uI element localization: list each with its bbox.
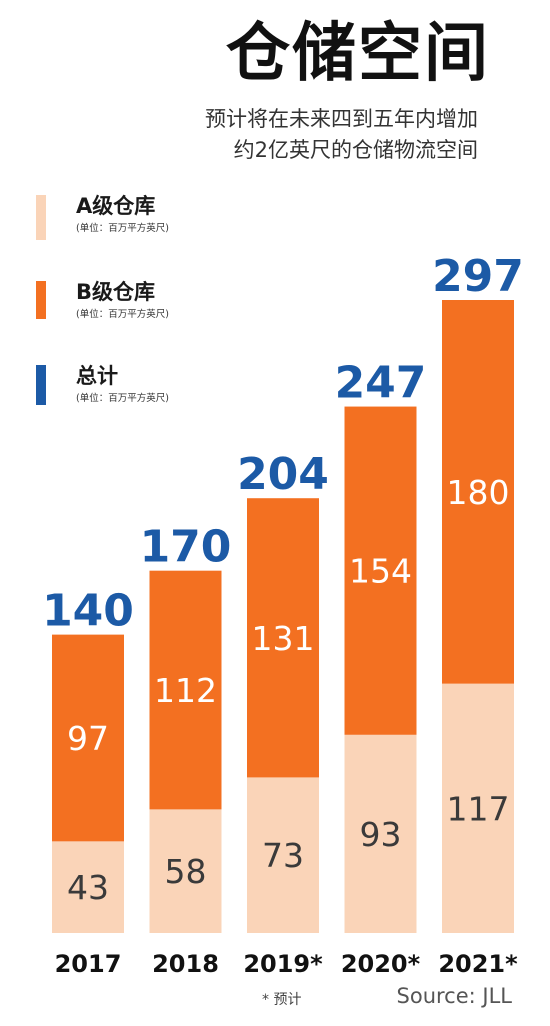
bar-a-grade-1 xyxy=(149,809,222,933)
data-label-b-grade-3: 154 xyxy=(349,552,412,591)
bar-b-grade-1 xyxy=(149,570,222,810)
data-label-a-grade-3: 93 xyxy=(360,815,402,854)
bar-b-grade-2 xyxy=(247,498,319,778)
forecast-footnote: * 预计 xyxy=(262,992,302,1008)
legend-swatch-total xyxy=(36,365,46,405)
data-label-b-grade-2: 131 xyxy=(252,619,315,658)
total-label-4: 297 xyxy=(432,251,524,302)
source-credit: Source: JLL xyxy=(396,984,512,1008)
total-label-1: 170 xyxy=(140,522,232,573)
total-label-3: 247 xyxy=(335,358,427,409)
legend-label-a-grade: A级仓库 xyxy=(76,194,156,218)
x-tick-label-1: 2018 xyxy=(152,950,219,978)
legend-unit-total: (单位：百万平方英尺) xyxy=(76,393,169,404)
x-tick-label-2: 2019* xyxy=(243,950,323,978)
legend-swatch-b-grade xyxy=(36,281,46,319)
data-label-b-grade-1: 112 xyxy=(154,671,217,710)
total-label-2: 204 xyxy=(237,449,329,500)
bar-a-grade-4 xyxy=(442,683,514,933)
subtitle-line-2: 约2亿英尺的仓储物流空间 xyxy=(233,138,478,162)
bar-b-grade-0 xyxy=(52,634,124,842)
data-label-a-grade-1: 58 xyxy=(165,852,207,891)
legend-unit-a-grade: (单位：百万平方英尺) xyxy=(76,223,169,234)
bar-a-grade-3 xyxy=(344,734,417,933)
legend-label-b-grade: B级仓库 xyxy=(76,280,156,304)
data-label-b-grade-0: 97 xyxy=(67,719,109,758)
bar-b-grade-4 xyxy=(442,300,514,684)
bar-a-grade-0 xyxy=(52,841,124,933)
data-label-a-grade-0: 43 xyxy=(67,868,109,907)
legend-label-total: 总计 xyxy=(76,364,118,388)
x-tick-label-0: 2017 xyxy=(55,950,122,978)
data-label-a-grade-4: 117 xyxy=(447,789,510,828)
chart-subtitle: 预计将在未来四到五年内增加 约2亿英尺的仓储物流空间 xyxy=(205,104,478,166)
bar-a-grade-2 xyxy=(247,777,319,933)
bar-b-grade-3 xyxy=(344,406,417,735)
data-label-b-grade-4: 180 xyxy=(447,473,510,512)
legend-unit-b-grade: (单位：百万平方英尺) xyxy=(76,309,169,320)
x-tick-label-3: 2020* xyxy=(341,950,421,978)
legend-swatch-a-grade xyxy=(36,195,46,240)
data-label-a-grade-2: 73 xyxy=(262,836,304,875)
total-label-0: 140 xyxy=(42,586,134,637)
x-tick-label-4: 2021* xyxy=(438,950,518,978)
chart-title: 仓储空间 xyxy=(226,17,490,91)
subtitle-line-1: 预计将在未来四到五年内增加 xyxy=(205,107,478,131)
